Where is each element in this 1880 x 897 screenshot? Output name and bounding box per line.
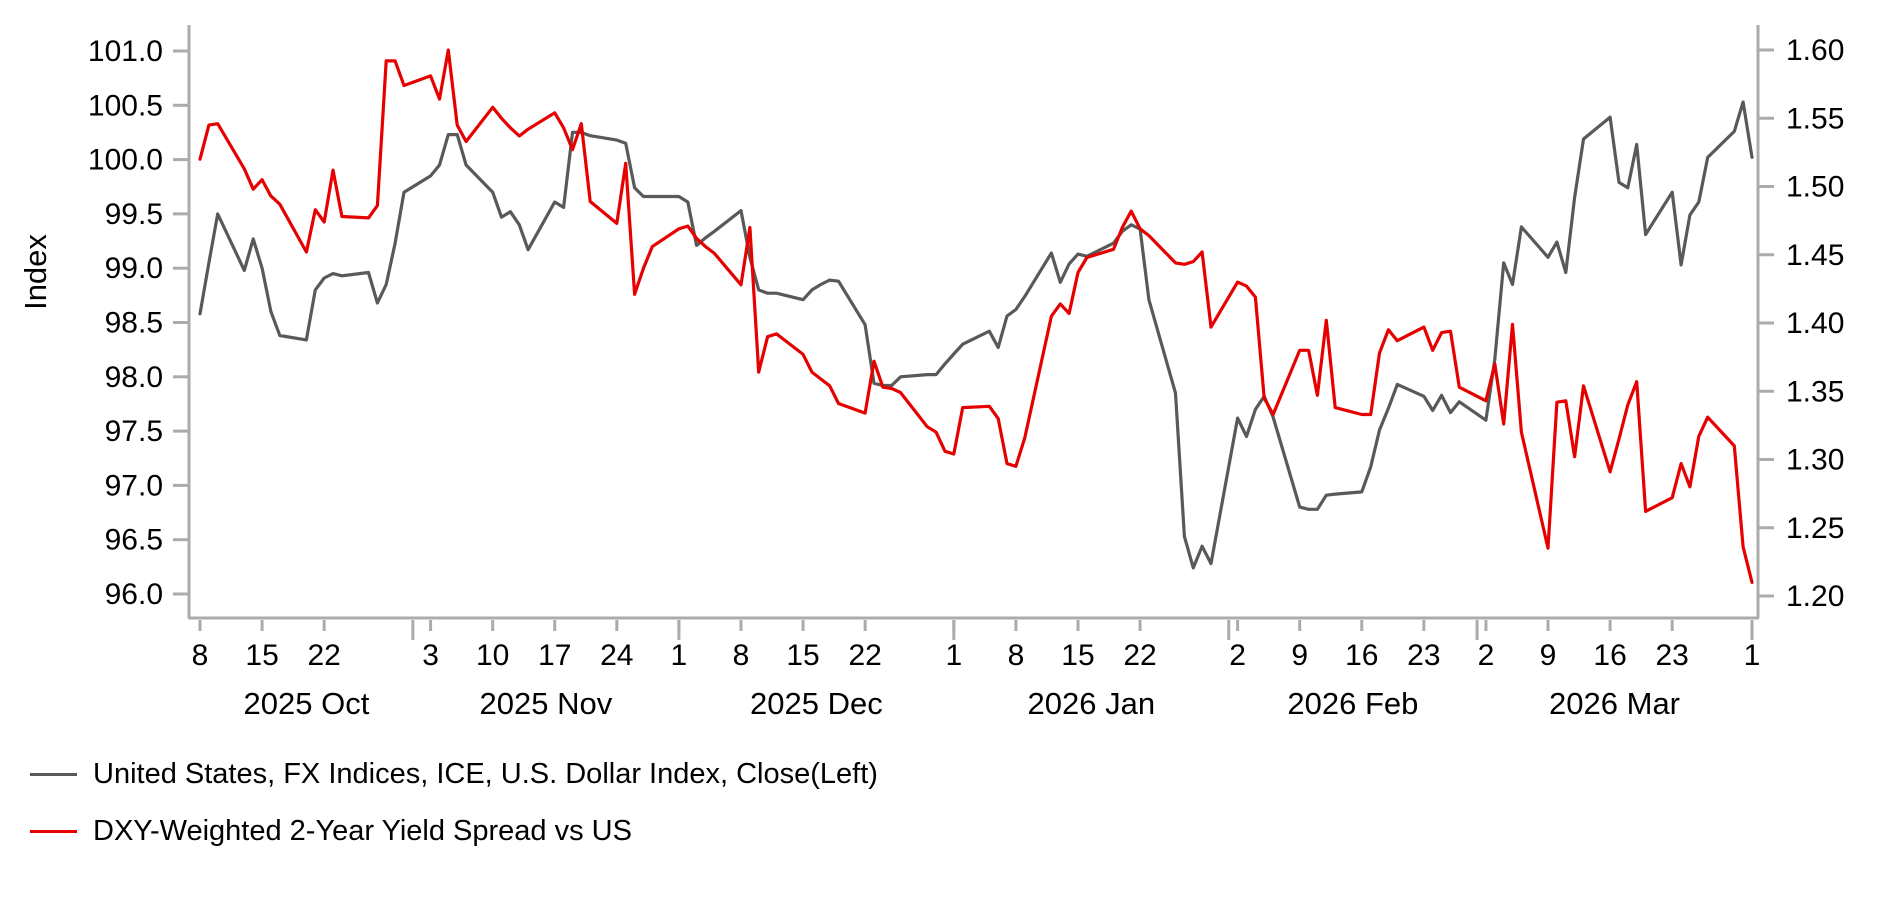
right-tick-label: 1.60 [1786,34,1844,67]
x-week-tick-label: 16 [1593,639,1626,672]
right-tick-label: 1.40 [1786,307,1844,340]
x-week-tick-label: 22 [1123,639,1156,672]
x-week-tick-label: 24 [600,639,633,672]
x-month-label: 2026 Mar [1549,686,1680,721]
series-line-yield-spread [198,48,1754,585]
right-tick-label: 1.45 [1786,239,1844,272]
legend-line-swatch-gray [30,772,77,776]
legend-label-yield-spread: DXY-Weighted 2-Year Yield Spread vs US [93,814,632,847]
x-week-tick-label: 8 [733,639,750,672]
left-tick-label: 100.0 [88,144,163,177]
x-week-tick-label: 1 [945,639,962,672]
x-week-tick-label: 22 [307,639,340,672]
right-tick-label: 1.50 [1786,171,1844,204]
x-week-tick-label: 15 [786,639,819,672]
x-month-label: 2025 Oct [244,686,370,721]
x-week-tick-label: 8 [1008,639,1025,672]
x-month-label: 2026 Feb [1287,686,1418,721]
x-week-tick-label: 2 [1478,639,1495,672]
x-week-tick-label: 17 [538,639,571,672]
left-tick-label: 101.0 [88,35,163,68]
left-tick-label: 96.0 [105,578,163,611]
left-tick-label: 96.5 [105,524,163,557]
x-month-label: 2025 Dec [750,686,883,721]
legend-item-usd-index: United States, FX Indices, ICE, U.S. Dol… [30,757,878,791]
chart-canvas: 101.0 100.5 100.0 99.5 99.0 98.5 98.0 97.5 97.0 9… [88,25,1844,721]
x-week-tick-label: 23 [1407,639,1440,672]
x-week-tick-label: 23 [1655,639,1688,672]
x-week-tick-label: 15 [1061,639,1094,672]
x-week-tick-label: 1 [671,639,688,672]
legend-label-usd-index: United States, FX Indices, ICE, U.S. Dol… [93,757,878,790]
right-tick-label: 1.30 [1786,444,1844,477]
left-axis-title: Index [18,234,53,310]
x-week-tick-label: 1 [1744,639,1761,672]
x-week-tick-label: 2 [1229,639,1246,672]
x-week-tick-label: 16 [1345,639,1378,672]
legend-item-yield-spread: DXY-Weighted 2-Year Yield Spread vs US [30,814,878,848]
left-tick-label: 97.5 [105,415,163,448]
right-tick-label: 1.35 [1786,375,1844,408]
x-week-tick-label: 10 [476,639,509,672]
left-tick-label: 98.5 [105,307,163,340]
left-tick-label: 100.5 [88,89,163,122]
right-tick-label: 1.55 [1786,102,1844,135]
series-line-usd-index [198,100,1754,570]
x-week-tick-label: 15 [245,639,278,672]
left-tick-label: 97.0 [105,469,163,502]
left-tick-label: 98.0 [105,361,163,394]
x-month-label: 2025 Nov [480,686,613,721]
x-week-tick-label: 9 [1540,639,1557,672]
legend-line-swatch-red [30,829,77,833]
right-tick-label: 1.20 [1786,580,1844,613]
x-week-tick-label: 8 [192,639,209,672]
x-week-tick-label: 22 [848,639,881,672]
left-tick-label: 99.5 [105,198,163,231]
x-week-tick-label: 3 [422,639,439,672]
x-week-tick-label: 9 [1291,639,1308,672]
x-month-label: 2026 Jan [1028,686,1156,721]
legend: United States, FX Indices, ICE, U.S. Dol… [30,757,878,848]
right-tick-label: 1.25 [1786,512,1844,545]
left-tick-label: 99.0 [105,252,163,285]
